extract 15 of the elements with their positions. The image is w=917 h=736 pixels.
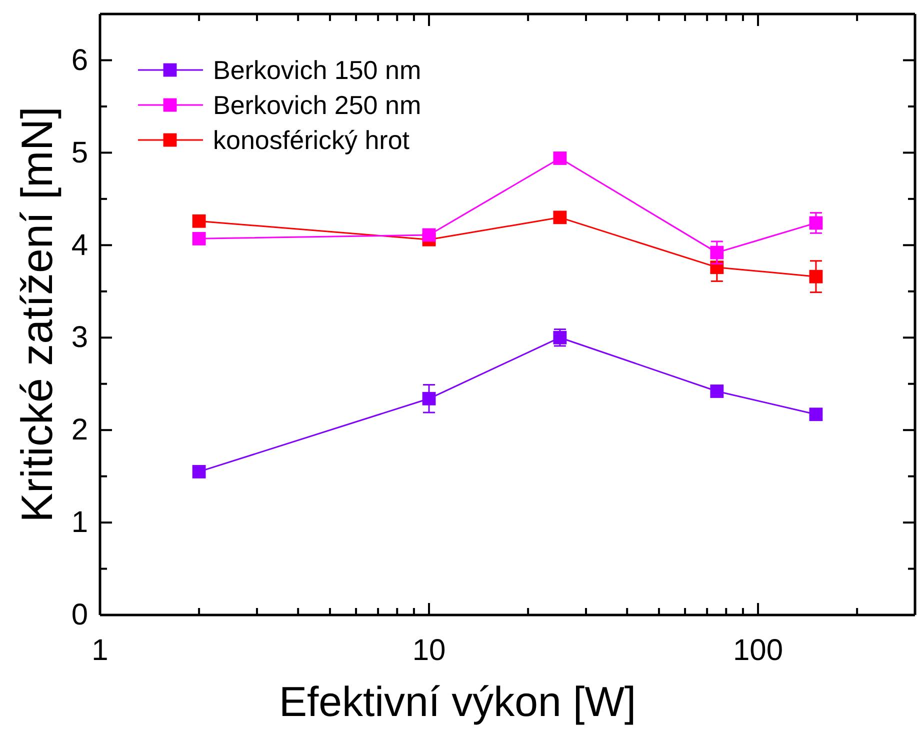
y-tick-label: 0 — [71, 598, 88, 632]
y-tick-label: 2 — [71, 414, 88, 447]
legend-label: konosférický hrot — [213, 125, 410, 155]
y-tick-label: 5 — [71, 136, 88, 170]
x-tick-label: 100 — [732, 634, 784, 667]
y-axis-title: Kritické zatížení [mN] — [13, 106, 62, 522]
legend-label: Berkovich 250 nm — [213, 90, 422, 120]
x-tick-label: 10 — [412, 634, 446, 667]
y-tick-label: 4 — [71, 228, 88, 262]
x-tick-label: 1 — [92, 634, 108, 667]
y-tick-label: 3 — [71, 321, 88, 354]
y-tick-label: 6 — [71, 44, 88, 77]
legend-label: Berkovich 150 nm — [213, 55, 422, 85]
x-axis-title: Efektivní výkon [W] — [278, 678, 636, 725]
y-tick-label: 1 — [71, 506, 88, 540]
